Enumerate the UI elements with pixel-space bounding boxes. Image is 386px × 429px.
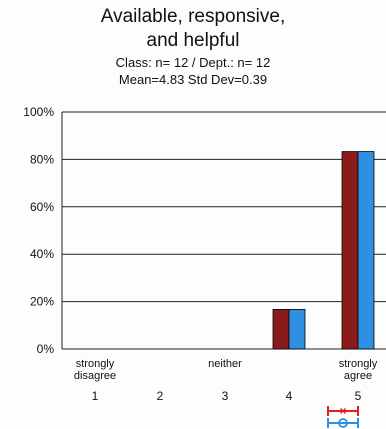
category-label: neither	[208, 358, 242, 370]
category-label: disagree	[74, 370, 116, 382]
bar	[357, 151, 375, 350]
class-mean-marker: ×	[339, 404, 346, 418]
chart-title-line1: Available, responsive,	[100, 6, 286, 27]
bar	[341, 151, 359, 350]
category-label: strongly	[76, 358, 115, 370]
y-tick-label: 0%	[37, 342, 55, 356]
stats-class-dept: Class: n= 12 / Dept.: n= 12	[115, 55, 271, 70]
stats-mean-sd: Mean=4.83 Std Dev=0.39	[118, 72, 268, 87]
y-tick-label: 100%	[23, 105, 54, 119]
bar	[272, 309, 290, 350]
category-number: 3	[222, 389, 229, 403]
category-label: agree	[344, 370, 372, 382]
category-number: 5	[355, 389, 362, 403]
y-tick-label: 40%	[30, 247, 54, 261]
y-tick-label: 60%	[30, 200, 54, 214]
category-number: 1	[92, 389, 99, 403]
category-number: 4	[286, 389, 293, 403]
y-tick-label: 80%	[30, 152, 54, 166]
chart-title-line2: and helpful	[146, 30, 240, 51]
dept-mean-marker	[338, 418, 348, 428]
category-label: strongly	[339, 358, 378, 370]
category-number: 2	[157, 389, 164, 403]
y-tick-label: 20%	[30, 295, 54, 309]
bar	[288, 309, 306, 350]
